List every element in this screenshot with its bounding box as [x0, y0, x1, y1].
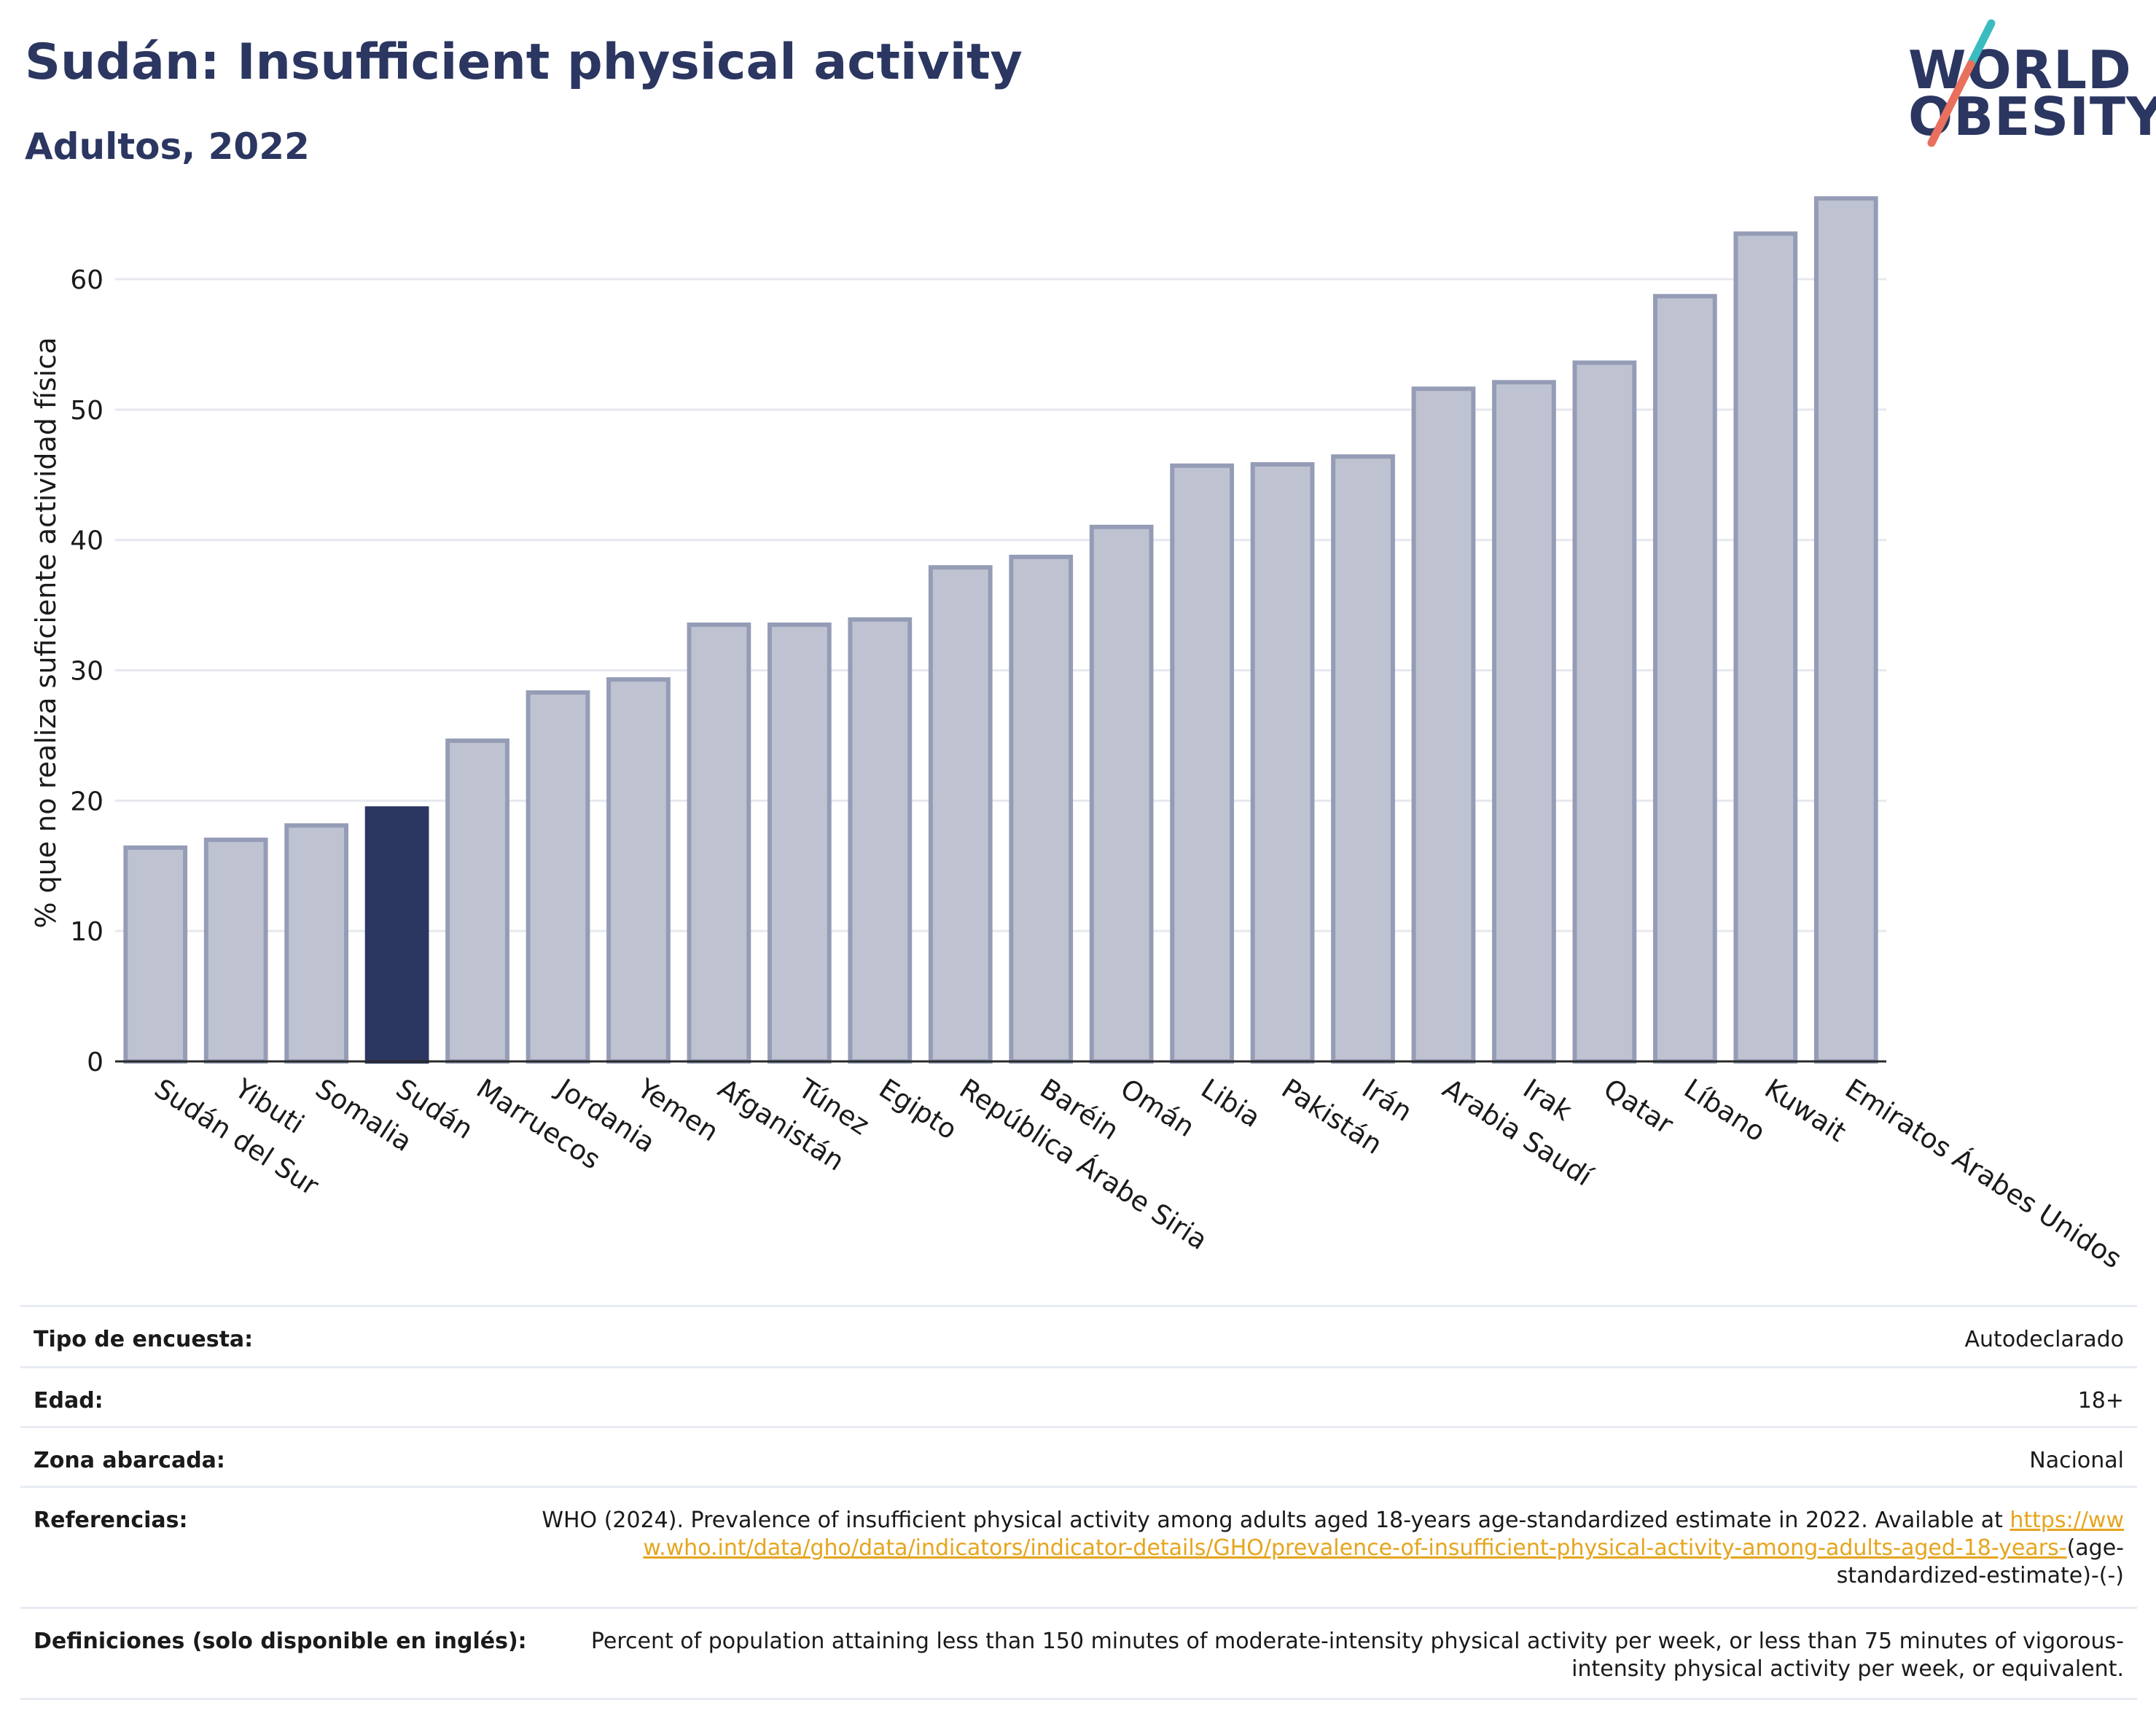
bar	[1572, 360, 1637, 1064]
chart-subtitle: Adultos, 2022	[25, 125, 310, 168]
bar	[928, 565, 993, 1064]
bar	[284, 823, 349, 1064]
bar	[445, 738, 509, 1064]
logo-slash-icon	[1927, 19, 1996, 147]
info-value: WHO (2024). Prevalence of insufficient p…	[535, 1507, 2124, 1590]
info-label: Edad:	[34, 1388, 103, 1414]
x-tick-label: Kuwait	[1759, 1072, 1851, 1147]
world-obesity-logo: WORLD OBESITY	[1902, 19, 2156, 157]
x-tick-label: Arabia Saudí	[1437, 1072, 1599, 1193]
bar	[606, 677, 671, 1064]
info-row-survey-type: Tipo de encuesta: Autodeclarado	[20, 1305, 2137, 1366]
y-tick-label: 20	[70, 787, 103, 816]
bar	[1652, 294, 1717, 1064]
x-tick-label: Omán	[1115, 1072, 1200, 1143]
info-value: Nacional	[2029, 1448, 2124, 1473]
x-tick-label: Egipto	[873, 1072, 962, 1145]
bar	[1733, 231, 1798, 1064]
bar	[1089, 524, 1154, 1064]
bar	[1009, 554, 1074, 1064]
info-row-age: Edad: 18+	[20, 1366, 2137, 1426]
reference-text: WHO (2024). Prevalence of insufficient p…	[542, 1508, 2010, 1533]
bar	[526, 690, 590, 1064]
bar	[687, 622, 751, 1064]
bar	[364, 806, 429, 1064]
bar	[1492, 380, 1556, 1064]
x-tick-label: Emiratos Árabes Unidos	[1840, 1072, 2128, 1275]
bar	[1331, 454, 1395, 1064]
reference-suffix: (age-standardized-estimate)-(-)	[1836, 1535, 2124, 1588]
info-value: Percent of population attaining less tha…	[590, 1629, 2124, 1682]
info-value: Autodeclarado	[1964, 1327, 2124, 1352]
y-tick-label: 0	[87, 1048, 103, 1077]
info-label: Definiciones (solo disponible en inglés)…	[34, 1629, 527, 1654]
info-label: Tipo de encuesta:	[34, 1327, 254, 1352]
bar	[1411, 386, 1476, 1064]
y-tick-label: 10	[70, 917, 103, 947]
x-tick-label: Qatar	[1598, 1072, 1679, 1140]
info-label: Zona abarcada:	[34, 1448, 225, 1473]
bar	[1170, 463, 1235, 1064]
info-value: 18+	[2077, 1388, 2124, 1414]
info-label: Referencias:	[34, 1508, 188, 1533]
y-tick-label: 50	[70, 396, 103, 426]
reference-link[interactable]: https://www.who.int/data/gho/data/indica…	[643, 1508, 2124, 1561]
chart-title: Sudán: Insufficient physical activity	[25, 34, 1023, 91]
info-table: Tipo de encuesta: Autodeclarado Edad: 18…	[20, 1305, 2137, 1700]
y-tick-label: 40	[70, 526, 103, 556]
info-row-definitions: Definiciones (solo disponible en inglés)…	[20, 1607, 2137, 1700]
bar	[203, 838, 268, 1064]
bar	[767, 622, 832, 1064]
info-row-coverage: Zona abarcada: Nacional	[20, 1426, 2137, 1486]
y-tick-label: 60	[70, 265, 103, 295]
info-row-references: Referencias: WHO (2024). Prevalence of i…	[20, 1486, 2137, 1607]
bar	[123, 845, 188, 1064]
x-tick-label: Líbano	[1679, 1072, 1771, 1147]
logo-line-1: WORLD	[1908, 39, 2132, 101]
y-tick-label: 30	[70, 657, 103, 687]
y-axis-title: % que no realiza suficiente actividad fí…	[30, 338, 62, 929]
bar	[1250, 461, 1315, 1064]
x-tick-label: Libia	[1195, 1072, 1266, 1134]
bar	[848, 617, 913, 1064]
bar	[1813, 196, 1878, 1064]
